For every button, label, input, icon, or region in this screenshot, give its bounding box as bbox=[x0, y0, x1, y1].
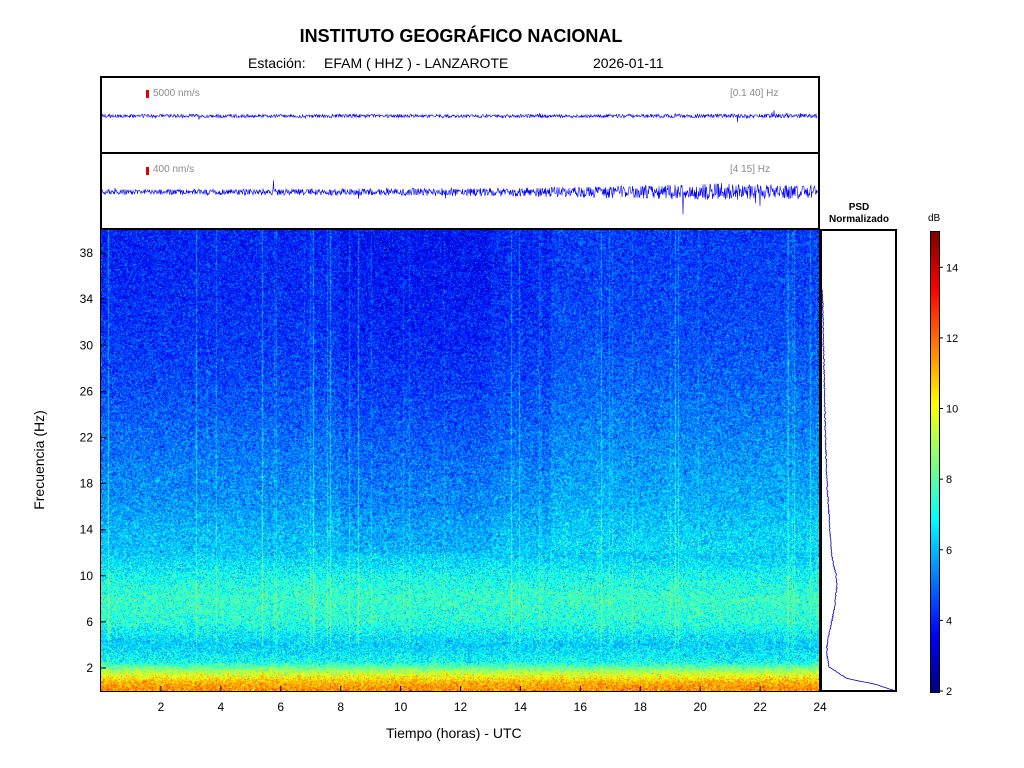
psd-curve bbox=[822, 288, 894, 690]
colorbar-tick-label: 2 bbox=[946, 686, 952, 698]
band-label: [0.1 40] Hz bbox=[730, 88, 779, 99]
x-axis-label: Tiempo (horas) - UTC bbox=[386, 725, 522, 741]
colorbar-tick-label: 6 bbox=[946, 545, 952, 557]
x-tick-label: 16 bbox=[574, 700, 588, 714]
x-tick-label: 22 bbox=[753, 700, 767, 714]
seismogram-line bbox=[102, 180, 818, 215]
y-tick-label: 10 bbox=[80, 569, 94, 583]
colorbar-tick-label: 4 bbox=[946, 615, 952, 627]
x-tick-label: 12 bbox=[454, 700, 468, 714]
x-tick-label: 4 bbox=[217, 700, 224, 714]
y-tick-label: 6 bbox=[86, 615, 93, 629]
colorbar-unit: dB bbox=[928, 213, 941, 224]
amplitude-scale-bar bbox=[146, 90, 149, 98]
amplitude-label: 400 nm/s bbox=[153, 164, 195, 175]
x-tick-label: 8 bbox=[337, 700, 344, 714]
psd-panel bbox=[820, 229, 897, 692]
colorbar-tick-label: 14 bbox=[946, 262, 958, 274]
colorbar bbox=[930, 231, 940, 693]
seismogram-filtered-trace bbox=[102, 180, 818, 215]
x-tick-label: 14 bbox=[514, 700, 528, 714]
y-tick-label: 14 bbox=[80, 523, 94, 537]
x-tick-label: 18 bbox=[634, 700, 648, 714]
psd-title: PSD Normalizado bbox=[828, 202, 889, 225]
x-tick-label: 10 bbox=[394, 700, 408, 714]
x-tick-label: 20 bbox=[693, 700, 707, 714]
record-date: 2026-01-11 bbox=[593, 55, 664, 71]
y-tick-label: 22 bbox=[80, 430, 94, 444]
seismogram-filtered-panel: 400 nm/s [4 15] Hz bbox=[100, 152, 820, 230]
x-tick-label: 24 bbox=[813, 700, 827, 714]
colorbar-tick-label: 12 bbox=[946, 333, 958, 345]
band-label: [4 15] Hz bbox=[730, 164, 771, 175]
y-tick-label: 38 bbox=[80, 246, 94, 260]
y-tick-label: 26 bbox=[80, 384, 94, 398]
amplitude-label: 5000 nm/s bbox=[153, 88, 200, 99]
seismogram-broadband-trace bbox=[102, 110, 818, 123]
y-tick-label: 34 bbox=[80, 292, 94, 306]
y-axis-label: Frecuencia (Hz) bbox=[31, 410, 47, 510]
x-tick-label: 6 bbox=[277, 700, 284, 714]
y-tick-label: 2 bbox=[86, 661, 93, 675]
y-tick-label: 18 bbox=[80, 477, 94, 491]
seismogram-line bbox=[102, 110, 818, 123]
colorbar-tick-label: 10 bbox=[946, 404, 958, 416]
page-title: INSTITUTO GEOGRÁFICO NACIONAL bbox=[299, 26, 623, 46]
spectrogram-heatmap bbox=[101, 230, 820, 691]
x-tick-label: 2 bbox=[158, 700, 165, 714]
amplitude-scale-bar bbox=[146, 167, 149, 175]
seismogram-broadband-panel: 5000 nm/s [0.1 40] Hz bbox=[100, 76, 820, 154]
y-tick-label: 30 bbox=[80, 338, 94, 352]
station-name: EFAM ( HHZ ) - LANZAROTE bbox=[324, 55, 509, 71]
psd-line bbox=[822, 288, 894, 690]
station-label: Estación: bbox=[248, 55, 306, 71]
colorbar-tick-label: 8 bbox=[946, 474, 952, 486]
